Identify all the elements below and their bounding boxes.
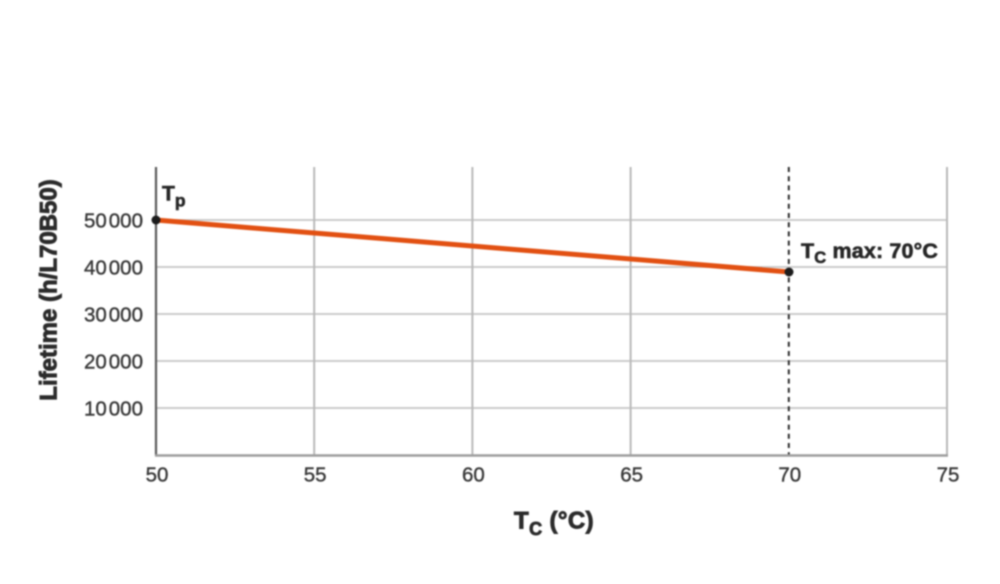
svg-text:50000: 50000 bbox=[84, 210, 143, 233]
svg-text:70: 70 bbox=[778, 464, 801, 487]
svg-text:65: 65 bbox=[620, 464, 643, 487]
svg-text:55: 55 bbox=[304, 464, 327, 487]
svg-text:10000: 10000 bbox=[84, 398, 143, 421]
svg-text:Lifetime (h/L70B50): Lifetime (h/L70B50) bbox=[36, 179, 63, 400]
svg-text:TC (°C): TC (°C) bbox=[514, 508, 594, 540]
svg-text:50: 50 bbox=[146, 464, 169, 487]
svg-text:TC max: 70°C: TC max: 70°C bbox=[801, 239, 938, 267]
svg-text:20000: 20000 bbox=[84, 351, 143, 374]
svg-text:75: 75 bbox=[937, 464, 960, 487]
svg-text:60: 60 bbox=[462, 464, 485, 487]
svg-text:30000: 30000 bbox=[84, 304, 143, 327]
svg-text:Tp: Tp bbox=[162, 183, 186, 211]
svg-text:40000: 40000 bbox=[84, 257, 143, 280]
